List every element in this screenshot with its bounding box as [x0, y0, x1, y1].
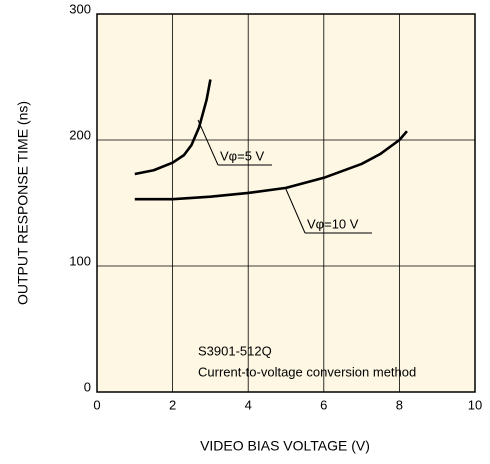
x-tick-label: 10 — [468, 397, 482, 412]
series-label: Vφ=5 V — [220, 148, 265, 163]
leader-line — [284, 186, 306, 234]
x-axis-title: VIDEO BIAS VOLTAGE (V) — [200, 438, 370, 454]
leader-line — [197, 119, 219, 166]
plot-background — [97, 14, 475, 392]
annotation: S3901-512Q — [198, 343, 272, 358]
y-tick-label: 200 — [69, 127, 91, 142]
x-tick-label: 2 — [169, 397, 176, 412]
plot-border — [96, 13, 476, 393]
y-tick-label: 0 — [84, 379, 91, 394]
x-tick-label: 6 — [320, 397, 327, 412]
series-label: Vφ=10 V — [307, 216, 359, 231]
y-tick-label: 100 — [69, 253, 91, 268]
y-tick-label: 300 — [69, 1, 91, 16]
x-tick-label: 0 — [93, 397, 100, 412]
x-tick-label: 4 — [245, 397, 252, 412]
data-line — [134, 130, 408, 201]
annotation: Current-to-voltage conversion method — [198, 364, 416, 379]
x-tick-label: 8 — [396, 397, 403, 412]
data-line — [134, 79, 212, 176]
y-axis-title: OUTPUT RESPONSE TIME (ns) — [15, 101, 31, 305]
